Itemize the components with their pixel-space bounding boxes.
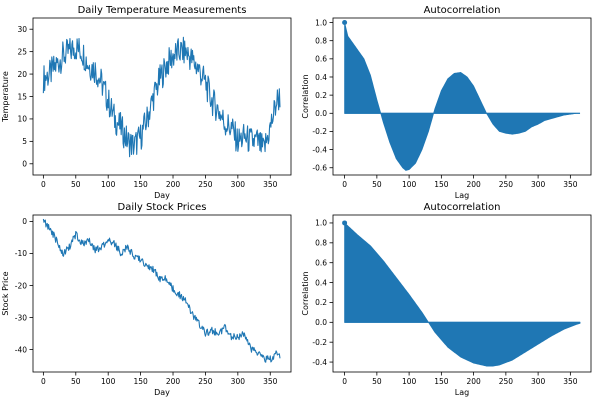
y-tick-label: 20 <box>17 70 27 79</box>
y-tick-label: -20 <box>15 281 27 290</box>
x-tick-label: 50 <box>372 180 382 189</box>
axes-frame <box>332 17 592 176</box>
y-tick-label: 0.0 <box>315 318 327 327</box>
axes-frame <box>332 214 592 373</box>
x-tick-label: 350 <box>563 180 578 189</box>
x-tick-label: 250 <box>499 180 514 189</box>
acf-marker <box>342 220 348 226</box>
y-tick-label: 10 <box>17 115 27 124</box>
x-tick-label: 0 <box>41 377 46 386</box>
y-tick-label: -0.4 <box>312 145 327 154</box>
y-tick-label: -0.6 <box>312 164 327 173</box>
chart-1: 0 50 100 150 200 250 300 350 0 5 10 15 20 25 30 Daily T… <box>1 5 292 200</box>
chart-title: Autocorrelation <box>424 5 501 16</box>
x-tick-label: 200 <box>466 180 481 189</box>
y-tick-label: 1.0 <box>315 18 327 27</box>
y-tick-label: 0 <box>22 160 27 169</box>
y-tick-label: 5 <box>22 137 27 146</box>
y-tick-label: 0 <box>22 217 27 226</box>
y-axis-label: Correlation <box>301 271 310 315</box>
y-axis-label: Temperature <box>1 71 10 123</box>
x-tick-label: 100 <box>101 180 116 189</box>
x-tick-label: 250 <box>499 377 514 386</box>
series-line <box>42 36 281 158</box>
y-tick-label: 0.0 <box>315 109 327 118</box>
series-line <box>42 218 281 363</box>
y-tick-label: -10 <box>15 249 27 258</box>
x-tick-label: 50 <box>372 377 382 386</box>
x-tick-label: 300 <box>531 377 546 386</box>
y-axis-label: Correlation <box>301 74 310 118</box>
chart-3: 0 50 100 150 200 250 300 350 0 -10 -20 -30 -40 Daily … <box>1 202 292 397</box>
y-tick-label: 1.0 <box>315 219 327 228</box>
y-tick-label: 0.2 <box>315 91 327 100</box>
y-tick-label: 0.4 <box>315 73 327 82</box>
acf-marker <box>342 20 348 26</box>
x-tick-label: 0 <box>41 180 46 189</box>
y-axis-label: Stock Price <box>1 271 10 315</box>
x-tick-label: 50 <box>71 377 81 386</box>
x-tick-label: 0 <box>342 180 347 189</box>
x-tick-label: 350 <box>563 377 578 386</box>
axes-frame <box>32 214 292 373</box>
x-tick-label: 0 <box>342 377 347 386</box>
x-tick-label: 250 <box>198 377 213 386</box>
x-tick-label: 300 <box>231 180 246 189</box>
x-tick-label: 200 <box>466 377 481 386</box>
x-tick-label: 150 <box>434 377 449 386</box>
y-tick-label: -40 <box>15 345 27 354</box>
x-tick-label: 350 <box>263 180 278 189</box>
x-tick-label: 300 <box>231 377 246 386</box>
x-axis-label: Day <box>154 191 170 200</box>
x-tick-label: 150 <box>133 180 148 189</box>
x-tick-label: 50 <box>71 180 81 189</box>
x-tick-label: 300 <box>531 180 546 189</box>
y-tick-label: 30 <box>17 25 27 34</box>
x-tick-label: 100 <box>101 377 116 386</box>
x-tick-label: 250 <box>198 180 213 189</box>
chart-2: 0 50 100 150 200 250 300 350 -0.6 -0.4 -0.2 0.0 0.2 0… <box>301 5 592 200</box>
x-tick-label: 150 <box>434 180 449 189</box>
y-tick-label: -0.4 <box>312 358 327 367</box>
x-tick-label: 350 <box>263 377 278 386</box>
y-tick-label: 0.8 <box>315 36 327 45</box>
x-tick-label: 200 <box>166 377 181 386</box>
y-tick-label: 25 <box>17 47 27 56</box>
y-tick-label: 0.4 <box>315 278 327 287</box>
chart-title: Autocorrelation <box>424 202 501 213</box>
y-tick-label: 0.2 <box>315 298 327 307</box>
x-axis-label: Lag <box>455 191 469 200</box>
y-tick-label: 0.6 <box>315 258 327 267</box>
x-tick-label: 100 <box>402 377 417 386</box>
y-tick-label: 0.8 <box>315 239 327 248</box>
y-tick-label: -30 <box>15 313 27 322</box>
y-tick-label: -0.2 <box>312 127 327 136</box>
x-axis-label: Day <box>154 388 170 397</box>
x-tick-label: 200 <box>166 180 181 189</box>
x-tick-label: 150 <box>133 377 148 386</box>
y-tick-label: 15 <box>17 92 27 101</box>
acf-stems <box>344 22 581 171</box>
chart-4: 0 50 100 150 200 250 300 350 -0.4 -0.2 0.0 0.2 0.4 0.… <box>301 202 592 397</box>
x-axis-label: Lag <box>455 388 469 397</box>
chart-title: Daily Temperature Measurements <box>78 5 247 16</box>
acf-stems <box>344 222 581 367</box>
x-tick-label: 100 <box>402 180 417 189</box>
y-tick-label: -0.2 <box>312 338 327 347</box>
y-tick-label: 0.6 <box>315 55 327 64</box>
chart-title: Daily Stock Prices <box>118 202 207 213</box>
